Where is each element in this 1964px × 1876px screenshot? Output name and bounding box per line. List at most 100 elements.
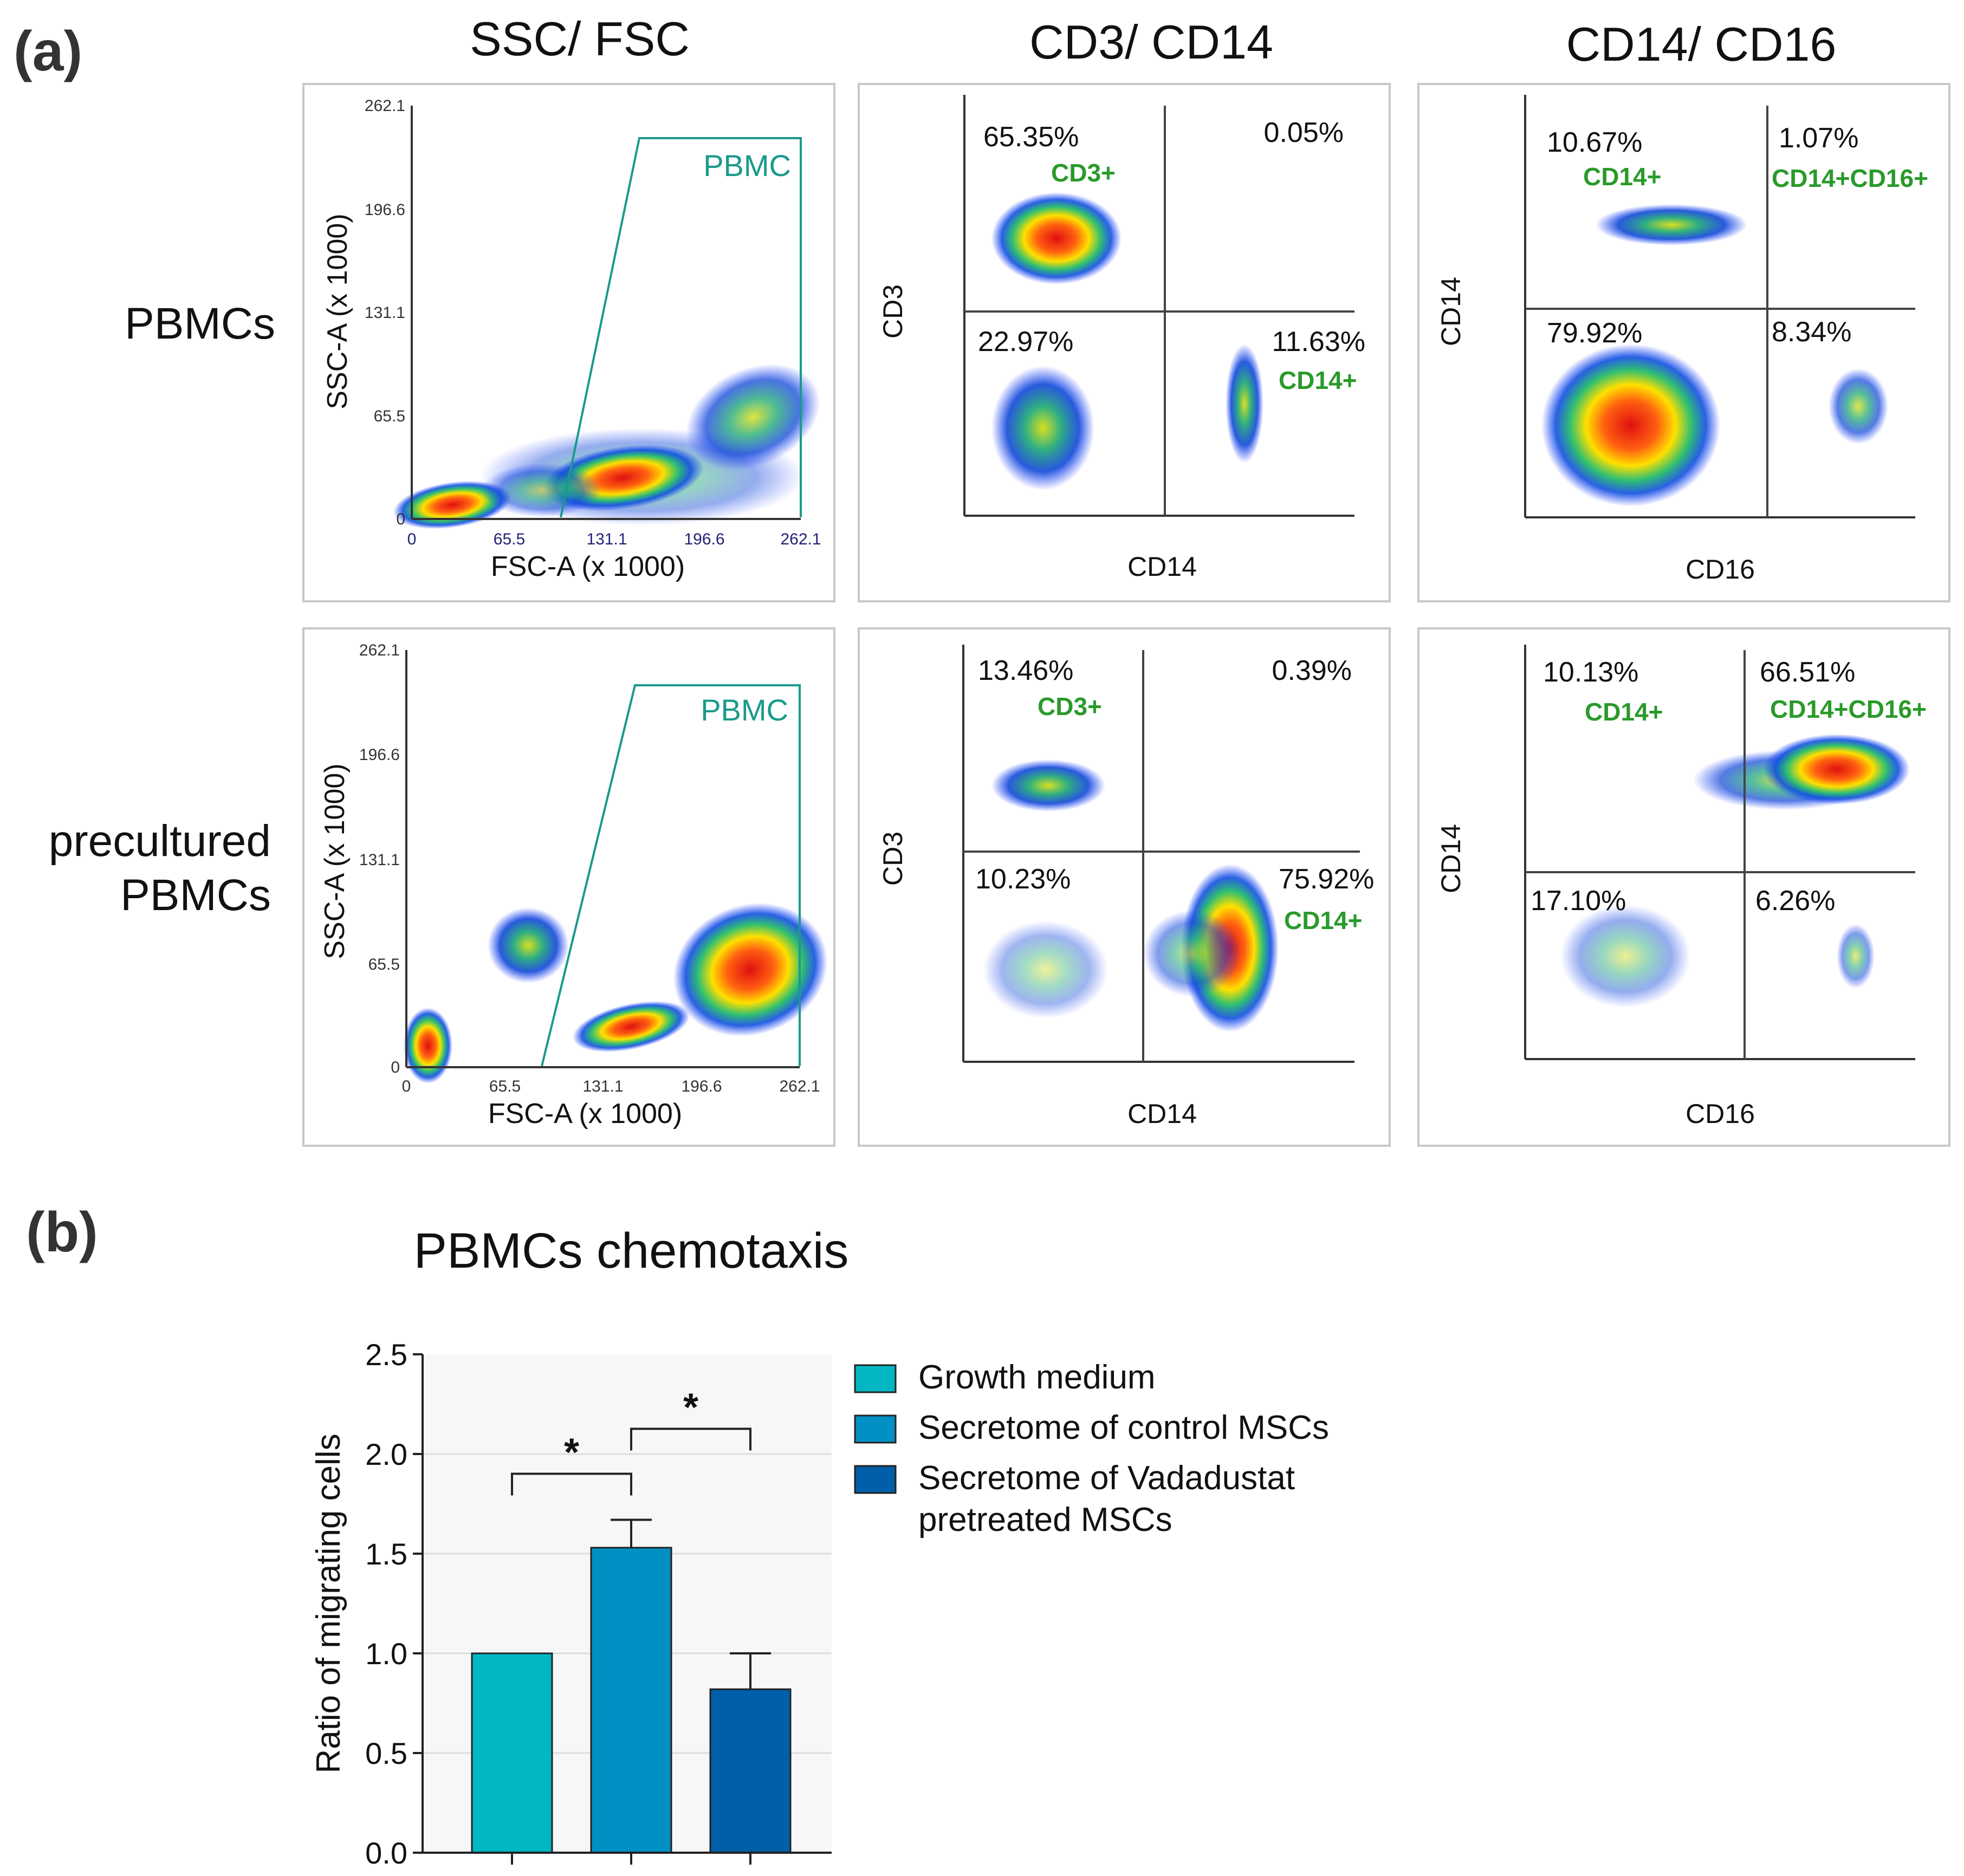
row-title-precultured: precultured — [49, 816, 271, 866]
gate-label-cd3: CD3+ — [1038, 692, 1102, 720]
y-axis-label: CD3 — [878, 832, 908, 886]
legend-swatch — [854, 1364, 897, 1393]
scatter-panel-row1-ssc-fsc: PBMC 262.1 196.6 131.1 65.5 0 0 65.5 131… — [302, 83, 835, 602]
bar-chart: ** 0.00.51.01.52.02.5 Ratio of migrating… — [310, 1338, 832, 1870]
y-tick-label: 0.5 — [365, 1736, 407, 1770]
quadrant-value-ur: 0.39% — [1272, 655, 1352, 686]
panel-a-label: (a) — [14, 20, 82, 83]
y-tick-label: 196.6 — [359, 746, 400, 764]
significance-star: * — [683, 1386, 698, 1429]
quadrant-value-lr: 75.92% — [1279, 864, 1374, 895]
gate-label: PBMC — [701, 693, 788, 727]
y-tick-label: 2.5 — [365, 1338, 407, 1372]
significance-brackets: ** — [511, 1386, 751, 1496]
y-tick-label: 65.5 — [374, 407, 405, 425]
y-tick-label: 1.5 — [365, 1537, 407, 1571]
y-tick-label: 131.1 — [359, 851, 400, 869]
x-tick-label: 196.6 — [681, 1077, 722, 1095]
y-axis-label: SSC-A (x 1000) — [319, 763, 351, 959]
quadrant-panel-row1-cd14-cd16: 10.67% 1.07% 79.92% 8.34% CD14+ CD14+CD1… — [1417, 83, 1950, 602]
quadrant-panel-row2-cd3-cd14: 13.46% 0.39% 10.23% 75.92% CD3+ CD14+ CD… — [858, 627, 1391, 1147]
bar — [471, 1652, 553, 1854]
gate-label-cd14: CD14+ — [1284, 906, 1362, 934]
quadrant-value-ul: 10.13% — [1543, 657, 1638, 688]
error-bars — [611, 1518, 771, 1690]
x-tick-label: 0 — [407, 530, 417, 548]
quadrant-panel-row2-cd14-cd16: 10.13% 66.51% 17.10% 6.26% CD14+ CD14+CD… — [1417, 627, 1950, 1147]
gate-label-cd14-cd16: CD14+CD16+ — [1770, 695, 1927, 723]
column-title-cd3-cd14: CD3/ CD14 — [1029, 15, 1273, 69]
y-tick-label: 65.5 — [368, 956, 400, 973]
quadrant-value-ul: 65.35% — [983, 121, 1079, 153]
x-axis-label: CD14 — [1127, 551, 1197, 582]
legend-swatch — [854, 1465, 897, 1494]
y-tick-label: 2.0 — [365, 1437, 407, 1471]
quadrant-value-ul: 10.67% — [1547, 127, 1642, 158]
density-cloud — [1560, 734, 1910, 1008]
x-tick-label: 262.1 — [780, 530, 821, 548]
x-tick-label: 0 — [402, 1077, 411, 1095]
y-axis-label: CD3 — [878, 284, 908, 339]
pbmc-gate — [560, 137, 802, 518]
y-tick-label: 262.1 — [359, 641, 400, 659]
gate-label-cd14: CD14+ — [1279, 366, 1357, 394]
y-tick-label: 196.6 — [365, 201, 405, 219]
quadrant-value-ll: 22.97% — [978, 326, 1073, 358]
y-axis-label: CD14 — [1436, 277, 1466, 346]
x-tick-label: 262.1 — [779, 1077, 820, 1095]
chart-title: PBMCs chemotaxis — [414, 1223, 849, 1278]
significance-star: * — [564, 1431, 579, 1474]
density-cloud — [404, 903, 828, 1083]
legend: Growth medium Secretome of control MSCs Se… — [854, 1359, 1329, 1539]
scatter-panel-row2-ssc-fsc: PBMC 262.1 196.6 131.1 65.5 0 0 65.5 131… — [302, 627, 835, 1147]
bars — [471, 1547, 792, 1854]
gate-label-cd3: CD3+ — [1051, 159, 1116, 187]
y-axis-label: SSC-A (x 1000) — [322, 213, 353, 409]
density-cloud — [1541, 204, 1888, 507]
density-cloud — [991, 192, 1263, 490]
pbmc-gate — [541, 684, 801, 1067]
x-tick-label: 65.5 — [489, 1077, 521, 1095]
significance-bracket — [511, 1472, 632, 1496]
quadrant-value-lr: 6.26% — [1755, 885, 1835, 917]
x-axis-label: CD14 — [1127, 1099, 1197, 1129]
density-cloud — [983, 760, 1279, 1032]
y-axis-label: CD14 — [1436, 824, 1466, 893]
quadrant-value-ul: 13.46% — [978, 655, 1073, 686]
y-tick-label: 131.1 — [365, 304, 405, 322]
y-tick-label: 0 — [391, 1059, 400, 1076]
y-tick-labels: 262.1 196.6 131.1 65.5 0 — [359, 641, 400, 1076]
quadrant-value-lr: 8.34% — [1772, 316, 1851, 348]
y-tick-label: 0 — [396, 510, 405, 528]
bar — [590, 1547, 672, 1854]
gate-label-cd14: CD14+ — [1583, 163, 1661, 191]
x-tick-label: 131.1 — [582, 1077, 623, 1095]
row-title-precultured-pbmcs: PBMCs — [120, 871, 271, 920]
y-tick-label: 0.0 — [365, 1836, 407, 1870]
gate-label-cd14-cd16: CD14+CD16+ — [1772, 164, 1928, 192]
x-tick-labels: 0 65.5 131.1 196.6 262.1 — [407, 530, 821, 548]
quadrant-panel-row1-cd3-cd14: 65.35% 0.05% 22.97% 11.63% CD3+ CD14+ CD… — [858, 83, 1391, 602]
y-tick-label: 1.0 — [365, 1637, 407, 1671]
row-title-pbmcs: PBMCs — [125, 299, 275, 348]
x-tick-label: 196.6 — [684, 530, 724, 548]
gate-label-cd14: CD14+ — [1585, 698, 1663, 726]
legend-label: pretreated MSCs — [918, 1501, 1172, 1539]
y-axis-label: Ratio of migrating cells — [310, 1433, 347, 1773]
quadrant-value-ur: 0.05% — [1264, 117, 1344, 148]
x-ticks — [511, 1853, 751, 1865]
legend-label: Secretome of control MSCs — [918, 1409, 1329, 1446]
gate-label: PBMC — [703, 148, 791, 183]
x-tick-label: 131.1 — [586, 530, 627, 548]
legend-label: Secretome of Vadadustat — [918, 1459, 1295, 1497]
x-axis-label: FSC-A (x 1000) — [491, 551, 685, 582]
x-tick-label: 65.5 — [494, 530, 525, 548]
quadrant-value-lr: 11.63% — [1272, 326, 1365, 358]
density-cloud — [393, 363, 820, 529]
quadrant-value-ll: 10.23% — [975, 864, 1071, 895]
legend-label: Growth medium — [918, 1359, 1156, 1396]
x-axis-label: CD16 — [1686, 1099, 1755, 1129]
quadrant-value-ll: 17.10% — [1531, 885, 1626, 917]
y-tick-label: 262.1 — [365, 97, 405, 115]
quadrant-value-ur: 66.51% — [1760, 657, 1855, 688]
